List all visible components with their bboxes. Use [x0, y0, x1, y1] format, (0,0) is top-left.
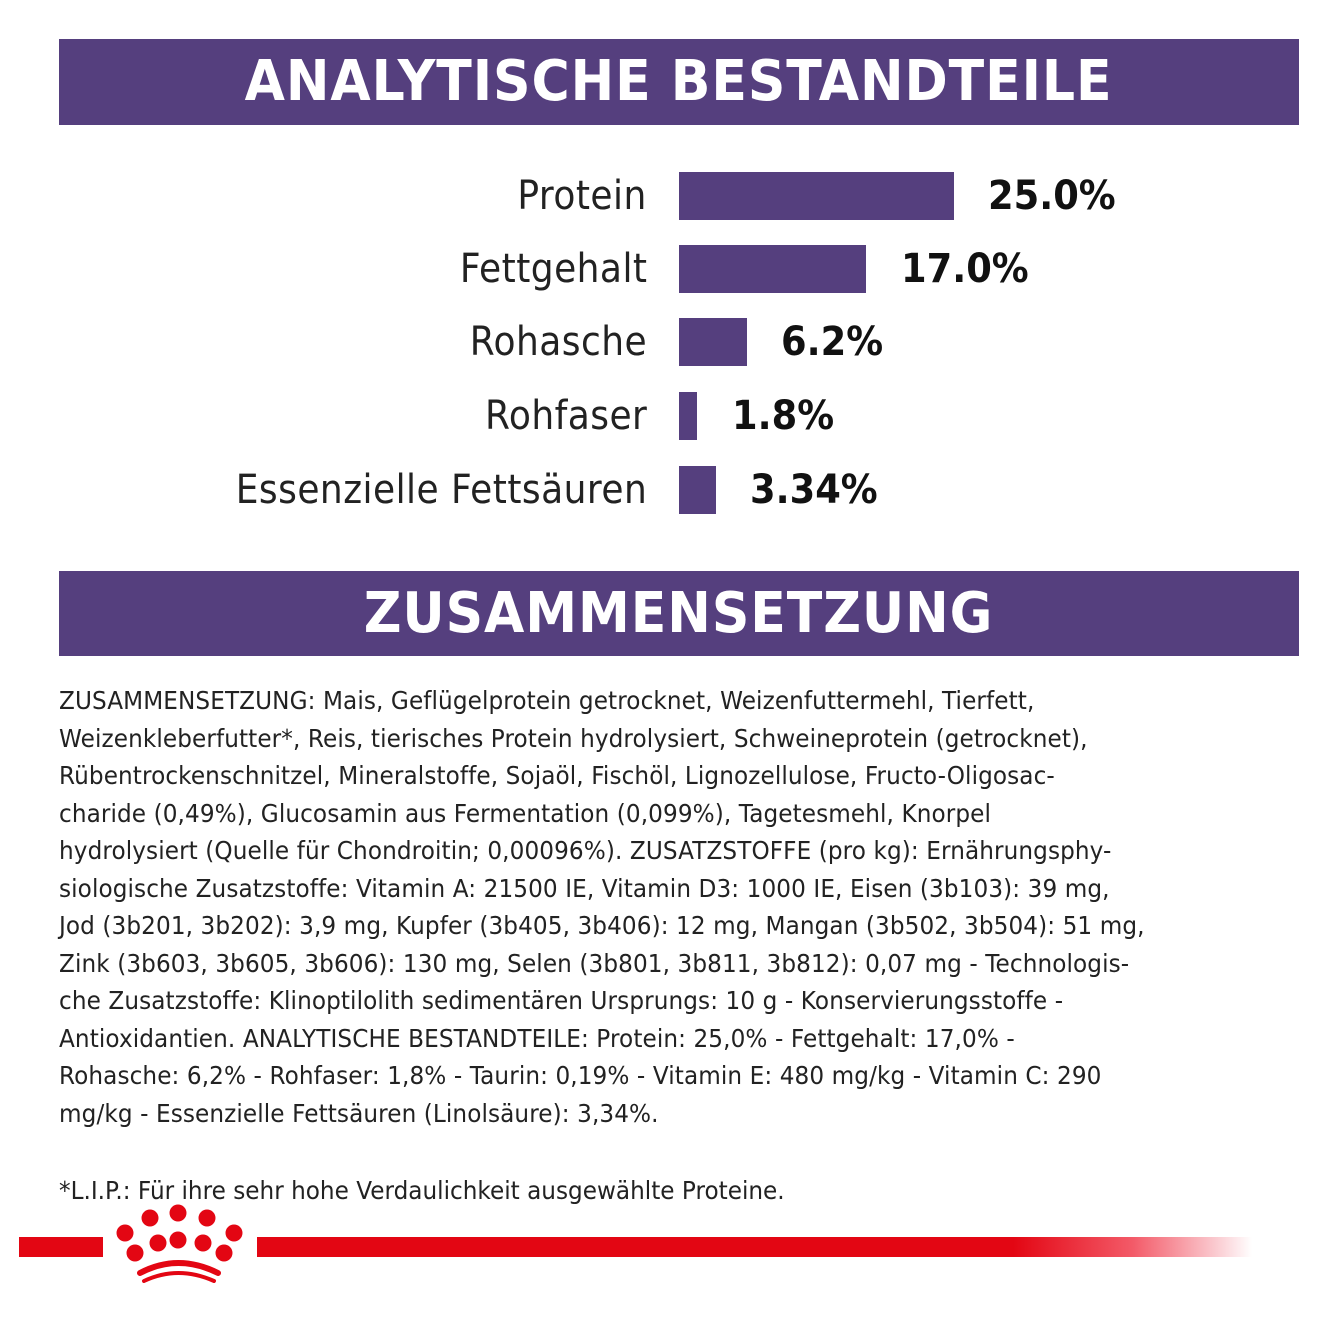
ingredients-paragraph: ZUSAMMENSETZUNG: Mais, Geflügelprotein g… [59, 682, 1309, 1132]
chart-row-rohfaser: Rohfaser 1.8% [0, 392, 1320, 440]
composition-header-band: ZUSAMMENSETZUNG [59, 571, 1299, 656]
lip-footnote: *L.I.P.: Für ihre sehr hohe Verdaulichke… [59, 1176, 785, 1205]
ingredients-line: charide (0,49%), Glucosamin aus Fermenta… [59, 798, 992, 828]
crown-icon [116, 1204, 243, 1283]
ingredients-line: mg/kg - Essenzielle Fettsäuren (Linolsäu… [59, 1098, 659, 1128]
ingredients-line: Weizenkleberfutter*, Reis, tierisches Pr… [59, 723, 1088, 753]
chart-row-rohasche: Rohasche 6.2% [0, 318, 1320, 366]
ingredients-line: Rübentrockenschnitzel, Mineralstoffe, So… [59, 761, 1055, 790]
chart-row-essenzielle-fettsaeuren: Essenzielle Fettsäuren 3.34% [0, 466, 1320, 514]
composition-title: ZUSAMMENSETZUNG [364, 580, 994, 646]
chart-bar [679, 466, 716, 514]
chart-row-protein: Protein 25.0% [0, 172, 1320, 220]
ingredients-line: ZUSAMMENSETZUNG: Mais, Geflügelprotein g… [59, 686, 1035, 715]
chart-bar [679, 392, 697, 440]
chart-row-label: Rohfaser [484, 393, 647, 439]
chart-row-label: Rohasche [469, 319, 647, 365]
chart-bar [679, 172, 954, 220]
ingredients-line: che Zusatzstoffe: Klinoptilolith sedimen… [59, 986, 1064, 1015]
chart-row-value: 3.34% [750, 467, 878, 513]
brand-stripe-right [257, 1237, 1252, 1257]
brand-stripe-left [19, 1237, 103, 1257]
ingredients-line: hydrolysiert (Quelle für Chondroitin; 0,… [59, 836, 1112, 865]
analytics-header-band: ANALYTISCHE BESTANDTEILE [59, 39, 1299, 125]
analytics-title: ANALYTISCHE BESTANDTEILE [245, 49, 1113, 114]
ingredients-line: siologische Zusatzstoffe: Vitamin A: 215… [59, 873, 1110, 903]
chart-row-value: 6.2% [781, 319, 884, 365]
ingredients-line: Zink (3b603, 3b605, 3b606): 130 mg, Sele… [59, 948, 1130, 978]
ingredients-line: Rohasche: 6,2% - Rohfaser: 1,8% - Taurin… [59, 1061, 1102, 1090]
chart-bar [679, 318, 747, 366]
analytics-bar-chart: Protein 25.0% Fettgehalt 17.0% Rohasche … [0, 0, 1320, 540]
chart-row-label: Protein [517, 173, 647, 219]
chart-bar [679, 245, 866, 293]
chart-row-value: 25.0% [988, 173, 1116, 219]
chart-row-label: Fettgehalt [459, 246, 647, 292]
chart-row-label: Essenzielle Fettsäuren [235, 467, 647, 513]
chart-row-value: 1.8% [732, 393, 835, 439]
chart-row-fettgehalt: Fettgehalt 17.0% [0, 245, 1320, 293]
chart-row-value: 17.0% [901, 246, 1029, 292]
ingredients-line: Antioxidantien. ANALYTISCHE BESTANDTEILE… [59, 1023, 1015, 1053]
ingredients-line: Jod (3b201, 3b202): 3,9 mg, Kupfer (3b40… [59, 911, 1145, 940]
